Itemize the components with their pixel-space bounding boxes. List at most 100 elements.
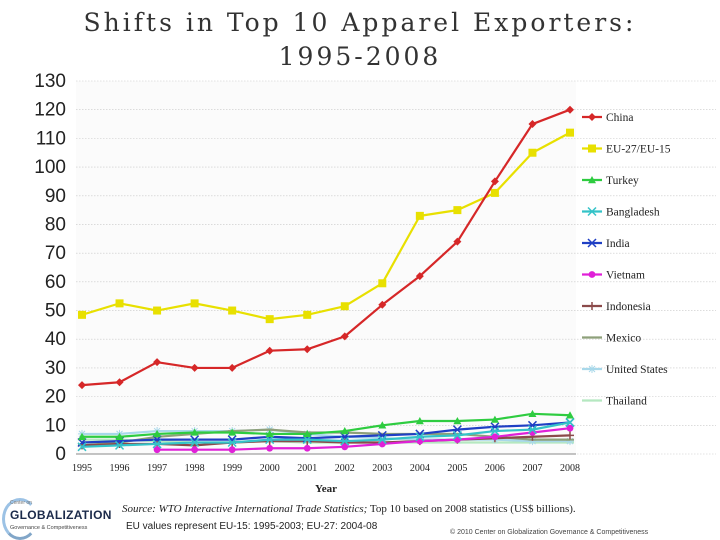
x-tick-label-2008: 2008 xyxy=(560,463,580,474)
eu-note: EU values represent EU-15: 1995-2003; EU… xyxy=(126,521,378,532)
legend-marker-vietnam xyxy=(588,271,596,278)
data-point-china-1995 xyxy=(78,381,86,390)
data-point-turkey-1998 xyxy=(190,428,199,436)
data-point-eu-27-eu-15-1997 xyxy=(153,306,162,315)
data-point-bangladesh-1995 xyxy=(77,442,87,452)
y-tick-label-0: 0 xyxy=(55,444,66,465)
data-point-china-1999 xyxy=(228,363,237,372)
data-point-turkey-2002 xyxy=(340,427,349,435)
legend-label-china: China xyxy=(606,112,633,124)
legend-marker-turkey xyxy=(588,176,596,184)
data-point-bangladesh-1996 xyxy=(115,440,125,450)
data-point-china-2007 xyxy=(528,120,537,129)
series-vietnam xyxy=(153,424,574,454)
series-line-bangladesh xyxy=(81,421,571,448)
legend-item-vietnam: Vietnam xyxy=(582,270,645,282)
legend-marker-eu-27-eu-15 xyxy=(588,144,596,153)
y-tick-label-90: 90 xyxy=(45,186,66,207)
series-turkey xyxy=(78,409,574,440)
data-point-turkey-2000 xyxy=(265,429,274,438)
data-point-vietnam-2000 xyxy=(266,444,274,452)
data-point-vietnam-2001 xyxy=(303,444,311,452)
y-tick-label-100: 100 xyxy=(34,157,66,178)
data-point-bangladesh-2006 xyxy=(490,426,500,436)
logo-small-text: Center on xyxy=(10,500,32,506)
legend-item-united-states: United States xyxy=(582,364,668,376)
data-point-eu-27-eu-15-2007 xyxy=(528,148,537,157)
data-point-bangladesh-2003 xyxy=(377,435,387,445)
data-point-china-2004 xyxy=(415,272,424,281)
y-tick-label-40: 40 xyxy=(45,329,66,350)
y-tick-label-20: 20 xyxy=(45,387,66,408)
data-point-vietnam-2002 xyxy=(341,443,349,451)
x-tick-label-2005: 2005 xyxy=(447,463,467,474)
data-point-turkey-1996 xyxy=(115,432,124,440)
logo-main-text: GLOBALIZATION xyxy=(10,508,112,522)
data-point-turkey-2008 xyxy=(566,411,574,419)
data-point-bangladesh-2005 xyxy=(452,430,462,440)
y-tick-label-60: 60 xyxy=(45,272,66,293)
copyright: © 2010 Center on Globalization Governanc… xyxy=(450,529,649,536)
x-tick-label-2007: 2007 xyxy=(522,463,542,474)
series-line-eu-27-eu-15 xyxy=(81,131,571,321)
source-label: Source: xyxy=(122,503,156,515)
y-tick-label-10: 10 xyxy=(45,415,66,436)
data-point-china-1996 xyxy=(115,378,124,387)
logo-sub-text: Governance & Competitiveness xyxy=(10,525,88,531)
data-point-turkey-2005 xyxy=(453,417,462,425)
legend-marker-india xyxy=(587,238,597,248)
data-point-china-2008 xyxy=(566,105,574,114)
data-point-china-2001 xyxy=(303,345,312,354)
series-line-vietnam xyxy=(157,427,571,451)
data-point-bangladesh-1997 xyxy=(152,439,162,449)
data-point-eu-27-eu-15-2002 xyxy=(340,302,349,311)
legend-label-bangladesh: Bangladesh xyxy=(606,207,660,219)
data-point-united-states-2008 xyxy=(566,437,574,446)
source-note: Source: WTO Interactive International Tr… xyxy=(122,503,576,515)
data-point-bangladesh-2008 xyxy=(565,417,575,427)
chart-title-line1: Shifts in Top 10 Apparel Exporters: xyxy=(83,8,637,37)
data-point-eu-27-eu-15-2004 xyxy=(415,211,424,220)
data-point-eu-27-eu-15-2003 xyxy=(378,279,387,288)
legend-item-eu-27-eu-15: EU-27/EU-15 xyxy=(582,144,671,156)
series-line-united-states xyxy=(82,428,570,443)
x-tick-label-1996: 1996 xyxy=(110,463,130,474)
x-tick-label-2002: 2002 xyxy=(335,463,355,474)
legend-label-turkey: Turkey xyxy=(606,175,639,187)
data-point-eu-27-eu-15-2008 xyxy=(566,128,574,137)
data-point-bangladesh-2007 xyxy=(527,425,537,435)
data-point-turkey-2004 xyxy=(415,417,424,425)
legend-item-thailand: Thailand xyxy=(582,396,647,408)
data-point-turkey-2006 xyxy=(490,415,499,423)
data-point-china-2006 xyxy=(490,177,499,186)
legend-item-turkey: Turkey xyxy=(582,175,639,187)
y-tick-label-130: 130 xyxy=(34,71,66,92)
data-point-vietnam-1999 xyxy=(228,446,236,454)
data-point-eu-27-eu-15-2000 xyxy=(265,315,274,324)
x-tick-label-1995: 1995 xyxy=(72,463,92,474)
data-point-eu-27-eu-15-1996 xyxy=(115,299,124,308)
data-point-turkey-1999 xyxy=(228,428,237,436)
data-point-turkey-1997 xyxy=(153,429,162,438)
x-tick-label-2003: 2003 xyxy=(372,463,392,474)
data-point-china-2003 xyxy=(378,300,387,309)
legend-label-indonesia: Indonesia xyxy=(606,301,651,313)
legend-item-mexico: Mexico xyxy=(582,333,641,345)
data-point-eu-27-eu-15-1999 xyxy=(228,306,237,315)
x-tick-label-2000: 2000 xyxy=(260,463,280,474)
legend-item-china: China xyxy=(582,112,633,124)
data-point-united-states-2003 xyxy=(378,434,387,443)
legend-label-india: India xyxy=(606,238,630,250)
y-tick-label-70: 70 xyxy=(45,243,66,264)
legend-item-bangladesh: Bangladesh xyxy=(582,207,660,219)
legend-marker-united-states xyxy=(588,365,596,373)
data-point-turkey-2003 xyxy=(378,421,387,429)
cggc-logo: Center on GLOBALIZATION Governance & Com… xyxy=(2,496,112,540)
data-point-bangladesh-1998 xyxy=(190,437,200,448)
legend-marker-bangladesh xyxy=(587,206,597,217)
data-point-vietnam-1997 xyxy=(153,446,161,454)
data-point-turkey-2001 xyxy=(303,429,312,438)
x-tick-label-2001: 2001 xyxy=(297,463,317,474)
x-tick-label-1999: 1999 xyxy=(222,463,242,474)
y-tick-label-110: 110 xyxy=(36,128,66,149)
